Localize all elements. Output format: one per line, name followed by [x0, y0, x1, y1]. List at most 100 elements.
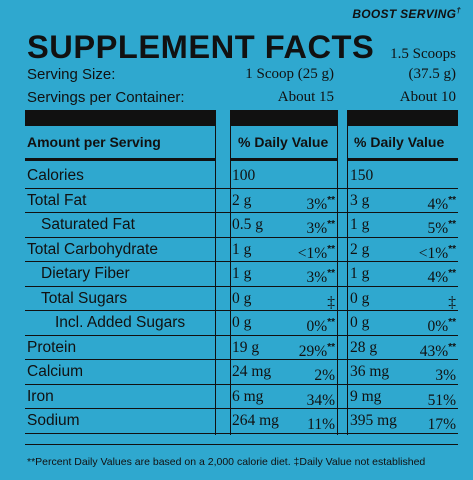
daily-value-col2-mark: ** [448, 268, 456, 279]
daily-value-col1: 3%** [307, 189, 335, 217]
column-divider-3 [337, 110, 338, 435]
amount-col1: 24 mg [232, 363, 272, 380]
daily-value-col1-value: 3% [306, 269, 328, 287]
daily-value-col2: 51% [428, 385, 456, 413]
amount-col1: 19 g [232, 338, 260, 356]
nutrient-label: Incl. Added Sugars [55, 314, 186, 331]
serving-size-label: Serving Size: [27, 66, 116, 83]
amount-col1: 0.5 g [232, 216, 263, 233]
daily-value-col1-value: 0% [306, 318, 328, 336]
daily-value-col2-value: 51% [427, 391, 456, 409]
daily-value-col2: 5%** [428, 213, 456, 241]
column-divider-4 [347, 110, 348, 435]
column-divider-1 [215, 110, 216, 435]
daily-value-col1: 3%** [307, 262, 335, 290]
daily-value-col2-value: 0% [427, 318, 449, 336]
amount-col2: 2 g [350, 240, 370, 258]
daily-value-col1: 3%** [307, 213, 335, 241]
daily-value-col2-value: 43% [419, 342, 449, 360]
thick-separator-mid [231, 158, 337, 161]
amount-col1: 1 g [232, 240, 252, 258]
daily-value-col2: 43%** [420, 336, 456, 364]
daily-value-col2-value: ‡ [448, 293, 456, 311]
daily-value-col2: 17% [428, 409, 456, 437]
header-bar-mid [231, 110, 337, 126]
row-divider [25, 359, 458, 360]
daily-value-col2: 3% [435, 360, 456, 388]
daily-value-col1: 2% [314, 360, 335, 388]
row-divider [25, 285, 458, 287]
footnote: **Percent Daily Values are based on a 2,… [27, 456, 426, 468]
daily-value-col2: <1%** [419, 238, 456, 266]
row-divider [25, 432, 458, 434]
daily-value-col1-value: 2% [314, 367, 335, 385]
col2-serving-size-line2: (37.5 g) [408, 66, 457, 82]
row-divider [25, 261, 458, 262]
amount-col2: 1 g [350, 265, 370, 282]
row-divider [25, 310, 458, 311]
daily-value-col1-mark: ** [327, 341, 335, 353]
amount-col2: 9 mg [350, 387, 382, 405]
amount-col1: 100 [232, 167, 256, 184]
daily-value-col2-value: 17% [427, 416, 456, 434]
daily-value-col2-mark: ** [448, 341, 456, 353]
nutrient-label: Calories [27, 167, 84, 184]
amount-col2: 395 mg [350, 412, 397, 429]
daily-value-col1-mark: ** [327, 194, 335, 206]
col1-servings: About 15 [277, 89, 334, 105]
row-divider [25, 187, 458, 189]
daily-value-col2: 0%** [428, 311, 456, 339]
daily-value-col2-value: 5% [427, 220, 449, 238]
daily-value-col2-mark: ** [448, 219, 456, 230]
daily-value-col1: 11% [307, 409, 335, 437]
daily-value-col1: ‡ [327, 287, 335, 315]
boost-serving-label: BOOST SERVING† [352, 6, 461, 21]
amount-col2: 0 g [350, 289, 370, 307]
amount-col2: 1 g [350, 216, 370, 233]
amount-col2: 150 [350, 167, 374, 184]
daily-value-col1-mark: ** [327, 268, 335, 279]
daily-value-header-2: % Daily Value [354, 134, 445, 150]
daily-value-col1-mark: ** [327, 317, 335, 328]
nutrient-label: Calcium [27, 363, 83, 380]
col2-serving-size-line1: 1.5 Scoops [390, 46, 456, 62]
row-divider [25, 334, 458, 336]
footnote-rule [25, 444, 458, 445]
amount-col1: 1 g [232, 265, 252, 282]
daily-value-col1-value: 3% [306, 220, 328, 238]
thick-separator-right [348, 158, 458, 161]
daily-value-col1-value: 3% [306, 195, 328, 213]
daily-value-col1: <1%** [298, 238, 335, 266]
header-bar-left [25, 110, 215, 126]
daily-value-col1-value: ‡ [327, 293, 335, 311]
daily-value-col2-mark: ** [448, 194, 456, 206]
daily-value-col1-mark: ** [327, 243, 335, 255]
page-title: SUPPLEMENT FACTS [27, 29, 375, 65]
daily-value-col2-value: 3% [435, 367, 456, 385]
row-divider [25, 383, 458, 385]
col2-servings: About 10 [399, 89, 456, 105]
thick-separator-left [25, 158, 215, 161]
header-bar-right [348, 110, 458, 126]
nutrient-label: Sodium [27, 412, 80, 429]
daily-value-col1: 34% [307, 385, 335, 413]
daily-value-col1-value: 11% [307, 416, 335, 434]
amount-col1: 0 g [232, 289, 252, 307]
daily-value-col1-value: 34% [306, 391, 335, 409]
amount-col2: 36 mg [350, 363, 390, 380]
daily-value-col1-value: 29% [298, 342, 328, 360]
nutrient-label: Dietary Fiber [41, 265, 130, 282]
amount-col1: 264 mg [232, 412, 279, 429]
col1-serving-size: 1 Scoop (25 g) [245, 66, 334, 82]
amount-col1: 6 mg [232, 387, 264, 405]
row-divider [25, 408, 458, 409]
daily-value-col2-mark: ** [448, 243, 456, 255]
servings-per-container-label: Servings per Container: [27, 89, 185, 106]
nutrient-label: Protein [27, 338, 77, 356]
amount-col1: 2 g [232, 191, 252, 209]
amount-col2: 28 g [350, 338, 378, 356]
daily-value-header-1: % Daily Value [238, 134, 329, 150]
nutrient-label: Total Sugars [41, 289, 128, 307]
row-divider [25, 236, 458, 238]
nutrient-label: Saturated Fat [41, 216, 135, 233]
